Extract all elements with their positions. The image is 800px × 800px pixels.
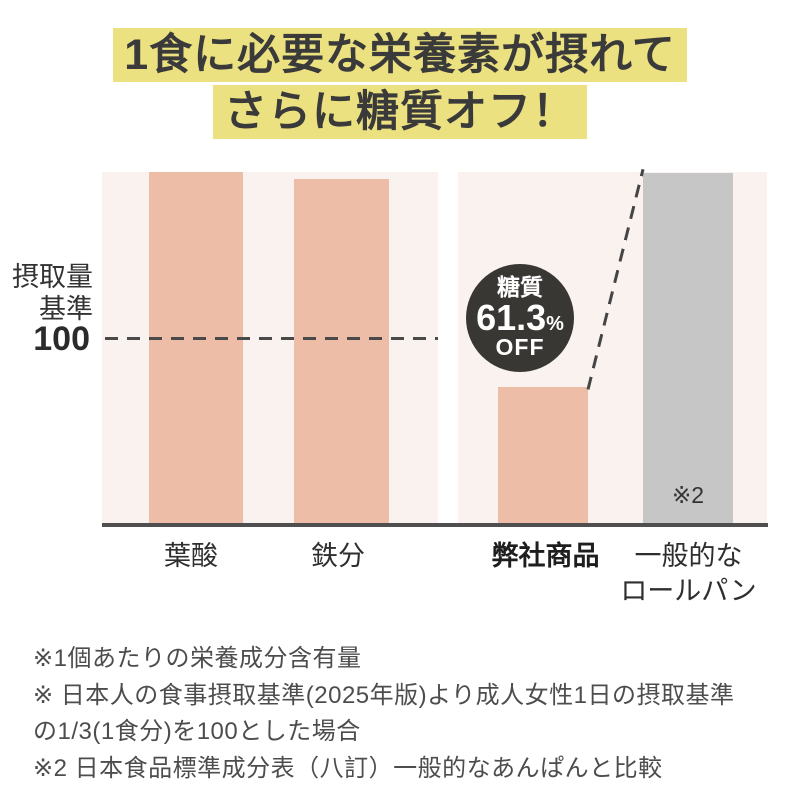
- reference-dashed-line-100: [105, 337, 438, 340]
- footnote-line-3: の1/3(1食分)を100とした場合: [33, 718, 361, 745]
- title-line-1: 1食に必要な栄養素が摂れて: [113, 28, 687, 82]
- y-axis-reference-value: 100: [33, 320, 90, 358]
- badge-percent-sign: %: [546, 312, 564, 335]
- badge-off-label: OFF: [495, 334, 545, 361]
- bar-label-folic-acid: 葉酸: [164, 541, 218, 571]
- badge-percent-number: 61.3: [476, 296, 547, 338]
- title-line-2: さらに糖質オフ！: [213, 85, 587, 139]
- footnotes: ※1個あたりの栄養成分含有量 ※ 日本人の食事摂取基準(2025年版)より成人女…: [33, 641, 778, 787]
- badge-sugar-label: 糖質: [497, 274, 543, 301]
- roll-bread-footnote-ref: ※2: [671, 482, 705, 508]
- bar-label-roll-bread: 一般的な ロールパン: [611, 539, 766, 609]
- bar-label-roll-bread-line-2: ロールパン: [620, 576, 757, 606]
- y-axis-label-line-1: 摂取量: [12, 262, 93, 292]
- badge-percent-value: 61.3%: [476, 296, 564, 338]
- x-axis-line: [102, 523, 768, 527]
- bar-label-our-product: 弊社商品: [491, 541, 600, 571]
- footnote-line-4: ※2 日本食品標準成分表（八訂）一般的なあんぱんと比較: [33, 754, 663, 782]
- y-axis-label: 摂取量 基準: [0, 261, 93, 325]
- y-axis-label-line-2: 基準: [39, 294, 93, 324]
- sugar-off-badge: 糖質 61.3% OFF: [466, 264, 574, 372]
- bar-roll-bread: [643, 173, 733, 523]
- bar-iron: [294, 179, 389, 523]
- bar-label-iron: 鉄分: [311, 541, 365, 571]
- bar-our-product: [498, 387, 588, 523]
- page-title: 1食に必要な栄養素が摂れて さらに糖質オフ！: [0, 28, 800, 139]
- footnote-line-2: ※ 日本人の食事摂取基準(2025年版)より成人女性1日の摂取基準: [33, 681, 735, 709]
- bar-label-roll-bread-line-1: 一般的な: [634, 541, 743, 571]
- footnote-line-1: ※1個あたりの栄養成分含有量: [33, 645, 362, 672]
- bar-folic-acid: [149, 172, 243, 523]
